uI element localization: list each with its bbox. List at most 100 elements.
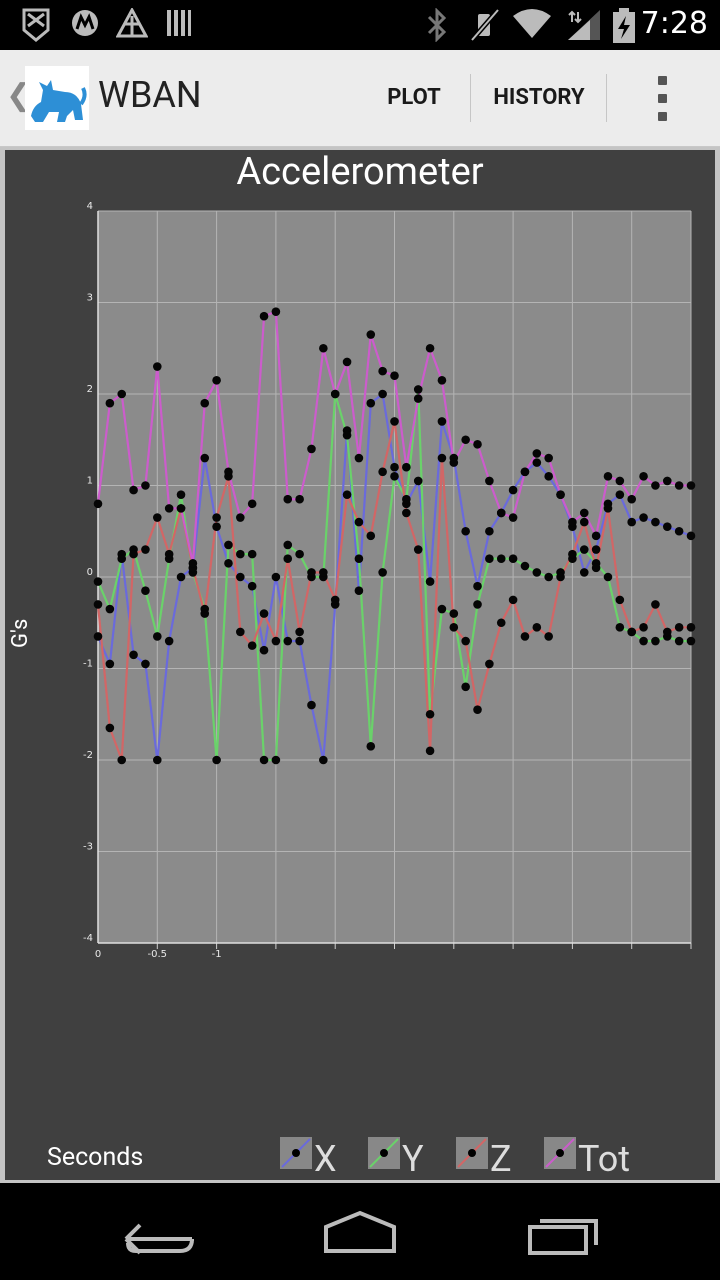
data-point-z	[247, 641, 257, 650]
data-point-y	[93, 577, 103, 586]
data-point-x	[164, 636, 174, 646]
data-point-tot	[366, 330, 376, 339]
plot-button[interactable]: PLOT	[387, 85, 441, 110]
home-icon[interactable]	[322, 1207, 398, 1261]
data-point-y	[425, 709, 435, 719]
data-point-z	[105, 723, 115, 733]
data-point-z	[520, 632, 530, 641]
data-point-x	[307, 700, 316, 710]
data-point-y	[674, 636, 684, 646]
data-point-tot	[639, 472, 648, 481]
y-tick-label: -2	[83, 750, 93, 761]
data-point-y	[153, 632, 162, 641]
data-point-y	[105, 604, 115, 614]
data-point-x	[508, 485, 518, 495]
data-point-tot	[319, 343, 328, 353]
data-point-tot	[271, 307, 281, 316]
data-point-x	[295, 636, 304, 646]
data-point-z	[342, 490, 352, 499]
data-point-tot	[627, 494, 636, 504]
data-point-x	[627, 517, 636, 527]
data-point-z	[437, 453, 447, 463]
data-point-y	[283, 540, 293, 550]
battery-charging-icon	[612, 8, 636, 48]
data-point-z	[579, 517, 589, 527]
data-point-z	[425, 746, 435, 756]
data-point-x	[437, 417, 447, 426]
data-point-z	[164, 549, 174, 559]
data-point-x	[378, 389, 387, 399]
data-point-z	[615, 595, 625, 605]
y-tick-label: -3	[83, 842, 93, 853]
data-point-tot	[556, 490, 565, 499]
data-point-x	[354, 586, 364, 596]
data-point-x	[129, 650, 138, 660]
action-bar: ❮ WBAN PLOT HISTORY	[0, 50, 720, 147]
data-point-x	[283, 636, 293, 646]
data-point-tot	[342, 357, 352, 367]
data-point-z	[236, 627, 245, 637]
data-point-x	[153, 755, 162, 765]
overflow-menu-icon[interactable]	[648, 74, 678, 124]
data-point-x	[141, 659, 150, 669]
notification-icon	[22, 8, 50, 46]
data-point-tot	[176, 504, 186, 513]
data-point-tot	[686, 481, 696, 490]
data-point-x	[212, 522, 221, 531]
data-point-x	[390, 462, 399, 472]
data-point-tot	[437, 375, 447, 385]
data-point-z	[366, 531, 376, 541]
data-point-z	[568, 549, 577, 559]
data-point-y	[117, 554, 127, 563]
data-point-z	[485, 659, 494, 669]
data-point-x	[93, 632, 103, 641]
barcode-icon	[166, 8, 192, 42]
data-point-x	[105, 659, 115, 669]
data-point-x	[366, 398, 376, 408]
data-point-x	[579, 568, 589, 577]
data-point-z	[307, 568, 316, 577]
cat-app-icon[interactable]	[25, 66, 89, 130]
y-tick-label: 1	[87, 476, 93, 487]
y-tick-label: 3	[87, 293, 93, 304]
data-point-z	[461, 636, 470, 646]
data-point-y	[176, 490, 186, 499]
data-point-tot	[200, 398, 210, 408]
recents-icon[interactable]	[526, 1207, 602, 1261]
data-point-z	[354, 517, 364, 527]
data-point-y	[224, 540, 233, 550]
data-point-tot	[473, 440, 482, 449]
data-point-y	[390, 472, 399, 481]
data-point-z	[212, 513, 221, 522]
navigation-bar	[0, 1185, 720, 1280]
clock: 7:28	[640, 6, 708, 41]
chart-title: Accelerometer	[236, 150, 484, 194]
back-icon[interactable]	[122, 1207, 198, 1261]
data-point-x	[413, 476, 423, 486]
data-point-y	[354, 554, 364, 563]
data-point-x	[473, 581, 482, 591]
data-point-y	[544, 572, 553, 582]
data-point-z	[651, 600, 660, 609]
data-point-z	[402, 508, 411, 518]
data-point-x	[200, 453, 210, 463]
data-point-tot	[236, 513, 245, 522]
data-point-y	[236, 549, 245, 559]
data-point-x	[176, 572, 186, 582]
data-point-y	[259, 755, 269, 765]
history-button[interactable]: HISTORY	[493, 85, 585, 110]
data-point-z	[473, 705, 482, 714]
data-point-y	[639, 636, 648, 646]
y-axis-label: G's	[8, 618, 33, 648]
y-tick-label: -1	[83, 659, 93, 670]
data-point-tot	[141, 481, 150, 490]
data-point-tot	[579, 508, 589, 518]
data-point-z	[390, 417, 399, 426]
data-point-tot	[117, 389, 127, 399]
data-point-x	[259, 645, 269, 655]
legend-label: Y	[402, 1138, 424, 1180]
data-point-x	[485, 526, 494, 536]
data-point-z	[627, 627, 636, 637]
data-point-z	[129, 549, 138, 559]
